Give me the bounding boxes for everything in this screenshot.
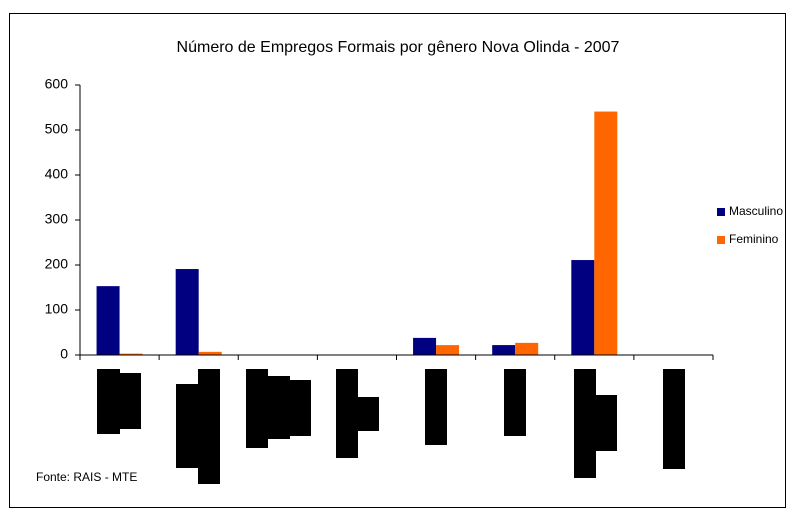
y-tick-label: 200 — [45, 256, 69, 272]
redacted-labels — [97, 369, 685, 484]
redaction — [425, 369, 447, 445]
legend-swatch — [717, 236, 725, 244]
y-tick-label: 300 — [45, 211, 69, 227]
bar — [175, 269, 199, 355]
chart-title: Número de Empregos Formais por gênero No… — [177, 39, 620, 56]
bar — [119, 353, 143, 355]
y-tick-label: 100 — [45, 301, 69, 317]
y-tick-label: 400 — [45, 166, 69, 182]
bar — [594, 111, 618, 355]
y-tick-label: 0 — [60, 346, 68, 362]
redaction — [596, 395, 617, 451]
redaction — [336, 369, 358, 458]
redaction — [504, 369, 526, 436]
redaction — [176, 384, 198, 468]
bar — [515, 342, 539, 355]
bar — [198, 351, 222, 355]
bar — [96, 286, 120, 355]
legend-swatch — [717, 208, 725, 216]
redaction — [198, 369, 220, 484]
redaction — [290, 380, 311, 436]
bar — [571, 260, 595, 355]
legend-label: Masculino — [729, 204, 783, 218]
legend-label: Feminino — [729, 232, 779, 246]
redaction — [246, 369, 268, 448]
bar — [492, 345, 516, 355]
y-tick-label: 500 — [45, 121, 69, 137]
redaction — [358, 397, 379, 431]
bar — [413, 337, 437, 355]
redaction — [268, 376, 290, 439]
redaction — [574, 369, 596, 478]
redaction — [97, 369, 120, 434]
bar — [436, 345, 460, 355]
source-note: Fonte: RAIS - MTE — [36, 470, 137, 484]
y-tick-label: 600 — [45, 76, 69, 92]
redaction — [120, 373, 141, 429]
redaction — [663, 369, 685, 469]
